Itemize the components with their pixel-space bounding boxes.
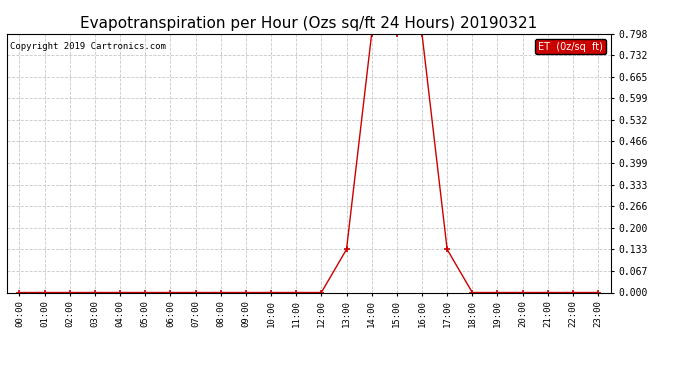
Title: Evapotranspiration per Hour (Ozs sq/ft 24 Hours) 20190321: Evapotranspiration per Hour (Ozs sq/ft 2…: [80, 16, 538, 31]
Legend: ET  (0z/sq  ft): ET (0z/sq ft): [535, 39, 606, 54]
Text: Copyright 2019 Cartronics.com: Copyright 2019 Cartronics.com: [10, 42, 166, 51]
